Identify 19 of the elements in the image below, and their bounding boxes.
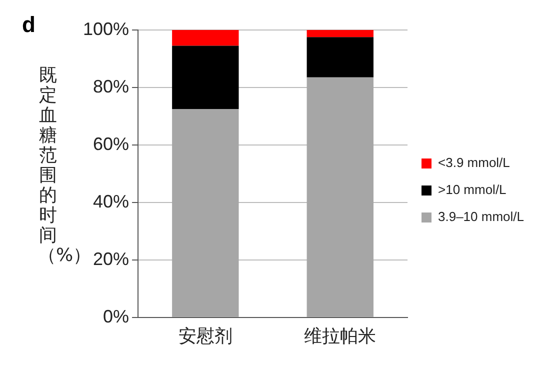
y-tick-label: 100%	[82, 18, 130, 39]
bar	[172, 109, 239, 317]
text: 既定血糖范围的时间（%）	[38, 65, 92, 266]
legend-label: 3.9–10 mmol/L	[438, 209, 524, 224]
y-tick-label: 0%	[103, 306, 130, 326]
y-tick-label: 60%	[93, 134, 130, 154]
y-tick-label: 40%	[93, 191, 130, 212]
bar	[172, 30, 239, 46]
bar	[306, 37, 374, 78]
bar	[172, 46, 239, 110]
x-tick-label: 安慰剂	[178, 326, 232, 346]
y-tick-label: 80%	[93, 76, 130, 96]
chart-title: d	[22, 12, 36, 38]
legend-label: <3.9 mmol/L	[438, 155, 510, 170]
legend-label: >10 mmol/L	[438, 182, 506, 198]
x-tick-label: 维拉帕米	[304, 326, 376, 346]
bar	[306, 30, 374, 38]
y-tick-label: 20%	[93, 248, 130, 269]
bar	[306, 77, 374, 317]
